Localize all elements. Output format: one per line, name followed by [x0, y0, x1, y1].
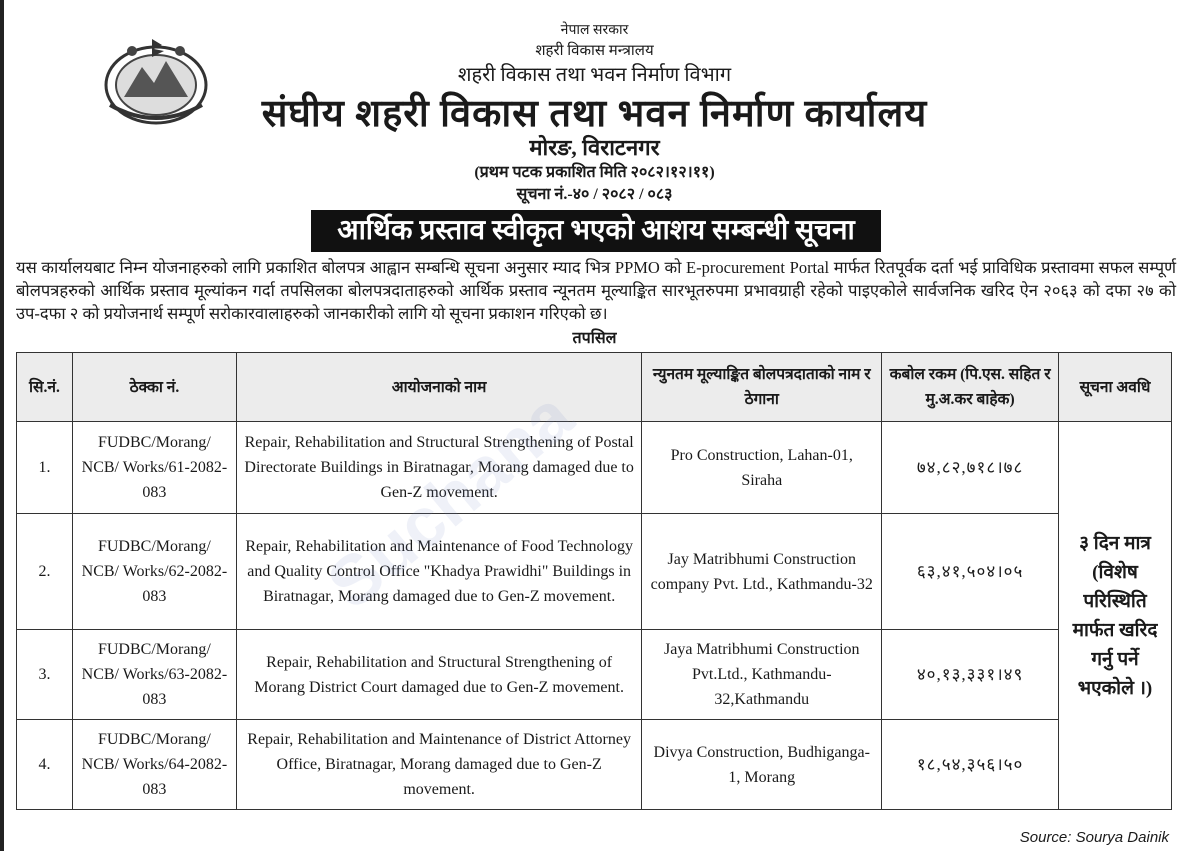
office-location: मोरङ, विराटनगर — [529, 135, 660, 160]
cell-bidder: Jay Matribhumi Construction company Pvt.… — [641, 513, 883, 630]
ministry-line: शहरी विकास मन्त्रालय — [535, 43, 654, 59]
cell-project: Repair, Rehabilitation and Maintenance o… — [235, 719, 643, 810]
cell-contract: FUDBC/Morang/ NCB/ Works/63-2082-083 — [71, 629, 237, 720]
cell-bidder: Divya Construction, Budhiganga-1, Morang — [641, 719, 883, 810]
notice-paragraph: यस कार्यालयबाट निम्न योजनाहरुको लागि प्र… — [16, 258, 1176, 323]
cell-contract: FUDBC/Morang/ NCB/ Works/61-2082-083 — [71, 421, 237, 514]
header-sn: सि.नं. — [16, 352, 73, 422]
notice-banner: आर्थिक प्रस्ताव स्वीकृत भएको आशय सम्बन्ध… — [311, 210, 881, 252]
bid-table: सि.नं. ठेक्का नं. आयोजनाको नाम न्युनतम म… — [16, 352, 1172, 810]
table-row: 4. FUDBC/Morang/ NCB/ Works/64-2082-083 … — [16, 719, 1172, 810]
cell-amount: ७४,८२,७१८।७८ — [881, 421, 1059, 514]
government-line: नेपाल सरकार — [560, 23, 629, 38]
notice-number: सूचना नं.-४० / २०८२ / ०८३ — [516, 186, 673, 203]
cell-sn: 4. — [16, 719, 73, 810]
cell-sn: 2. — [16, 513, 73, 630]
cell-sn: 3. — [16, 629, 73, 720]
table-row: 2. FUDBC/Morang/ NCB/ Works/62-2082-083 … — [16, 513, 1172, 630]
cell-contract: FUDBC/Morang/ NCB/ Works/64-2082-083 — [71, 719, 237, 810]
table-row: 3. FUDBC/Morang/ NCB/ Works/63-2082-083 … — [16, 629, 1172, 720]
cell-contract: FUDBC/Morang/ NCB/ Works/62-2082-083 — [71, 513, 237, 630]
first-published-date: (प्रथम पटक प्रकाशित मिति २०८२।१२।११) — [474, 164, 715, 181]
cell-project: Repair, Rehabilitation and Maintenance o… — [235, 513, 643, 630]
header-contract: ठेक्का नं. — [71, 352, 237, 422]
cell-notice-period: ३ दिन मात्र (विशेष परिस्थिति मार्फत खरिद… — [1058, 421, 1172, 810]
source-credit: Source: Sourya Dainik — [1019, 829, 1169, 846]
header-notice-period: सूचना अवधि — [1058, 352, 1172, 422]
header-amount: कबोल रकम (पि.एस. सहित र मु.अ.कर बाहेक) — [881, 352, 1059, 422]
cell-amount: ४०,१३,३३१।४९ — [881, 629, 1059, 720]
schedule-label: तपसिल — [572, 330, 617, 347]
office-title: संघीय शहरी विकास तथा भवन निर्माण कार्याल… — [261, 93, 928, 135]
cell-project: Repair, Rehabilitation and Structural St… — [235, 421, 643, 514]
cell-sn: 1. — [16, 421, 73, 514]
nepal-government-emblem-icon — [104, 39, 208, 125]
table-row: 1. FUDBC/Morang/ NCB/ Works/61-2082-083 … — [16, 421, 1172, 810]
cell-bidder: Pro Construction, Lahan-01, Siraha — [641, 421, 883, 514]
header-bidder: न्युनतम मूल्याङ्कित बोलपत्रदाताको नाम र … — [641, 352, 883, 422]
cell-project: Repair, Rehabilitation and Structural St… — [235, 629, 643, 720]
table-header-row: सि.नं. ठेक्का नं. आयोजनाको नाम न्युनतम म… — [16, 352, 1172, 422]
cell-bidder: Jaya Matribhumi Construction Pvt.Ltd., K… — [641, 629, 883, 720]
cell-amount: ६३,४१,५०४।०५ — [881, 513, 1059, 630]
header-project: आयोजनाको नाम — [235, 352, 643, 422]
department-line: शहरी विकास तथा भवन निर्माण विभाग — [457, 64, 732, 86]
cell-amount: १८,५४,३५६।५० — [881, 719, 1059, 810]
